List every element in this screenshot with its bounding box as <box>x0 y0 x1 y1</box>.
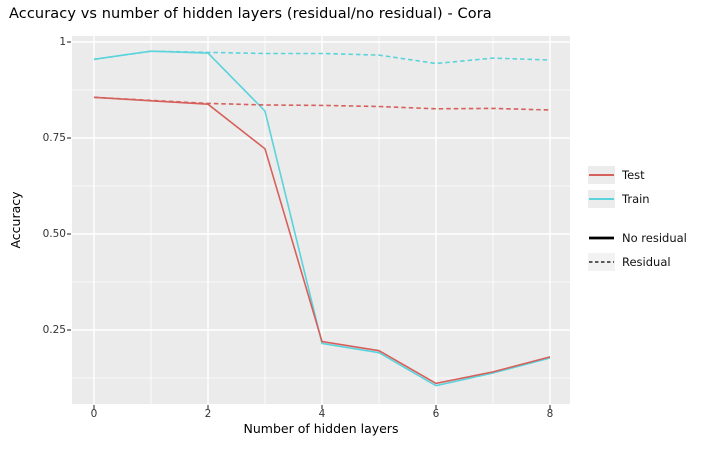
y-tick-label-050: 0.50 <box>42 228 66 240</box>
legend-label-no-residual: No residual <box>622 231 687 245</box>
legend-entry-no-residual: No residual <box>588 229 687 247</box>
y-tick-label-075: 0.75 <box>42 132 66 144</box>
legend-group-spacer <box>588 214 687 229</box>
legend-label-train: Train <box>622 192 650 206</box>
dashed-line-icon <box>588 253 615 271</box>
legend-label-residual: Residual <box>622 255 671 269</box>
x-tick-label-0: 0 <box>90 408 98 420</box>
series-line-test-residual <box>93 96 551 111</box>
x-axis-label: Number of hidden layers <box>243 421 399 436</box>
y-axis-label: Accuracy <box>8 191 23 249</box>
x-tick-label-2: 2 <box>204 408 212 420</box>
legend-entry-residual: Residual <box>588 253 687 271</box>
chart-title: Accuracy vs number of hidden layers (res… <box>9 6 492 22</box>
train-solid-line-icon <box>588 190 615 208</box>
legend-entry-test: Test <box>588 166 687 184</box>
solid-line-icon <box>588 229 615 247</box>
x-tick-label-8: 8 <box>546 408 554 420</box>
y-tick-label-025: 0.25 <box>42 324 66 336</box>
plot-panel <box>72 36 570 404</box>
legend-entry-train: Train <box>588 190 687 208</box>
x-tick-label-6: 6 <box>432 408 440 420</box>
legend: Test Train No residual Residual <box>588 166 687 277</box>
series-line-train-residual <box>93 50 551 65</box>
legend-label-test: Test <box>622 168 645 182</box>
x-tick-label-4: 4 <box>318 408 326 420</box>
test-solid-line-icon <box>588 166 615 184</box>
y-tick-label-1: 1 <box>59 36 66 48</box>
